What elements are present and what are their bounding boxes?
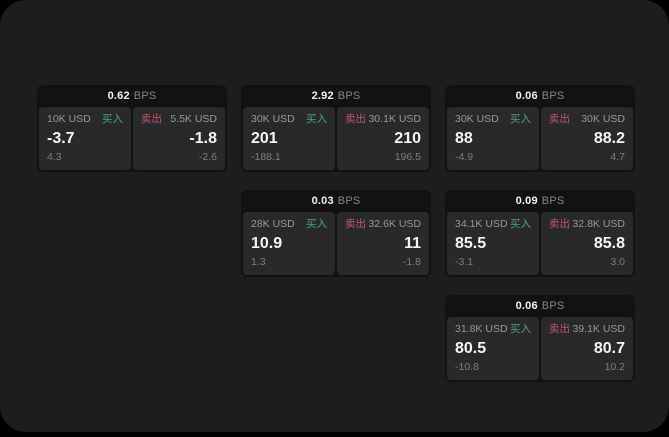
sell-change: 196.5 — [394, 151, 421, 163]
sell-amount: 30.1K USD — [368, 113, 421, 125]
bps-unit: BPS — [337, 195, 361, 207]
buy-label: 买入 — [510, 113, 531, 125]
sell-change: 10.2 — [604, 361, 625, 373]
sell-change: -1.8 — [402, 256, 421, 268]
sell-panel[interactable]: 卖出 39.1K USD 80.7 10.2 — [541, 317, 633, 380]
buy-label: 买入 — [306, 218, 327, 230]
sell-amount: 5.5K USD — [170, 113, 217, 125]
bps-unit: BPS — [337, 90, 361, 102]
sell-panel[interactable]: 卖出 5.5K USD -1.8 -2.6 — [133, 107, 225, 170]
sell-amount: 39.1K USD — [572, 323, 625, 335]
sell-label: 卖出 — [345, 218, 366, 230]
buy-price: 80.5 — [455, 340, 487, 357]
buy-change: -3.1 — [455, 256, 474, 268]
spread-card: 0.09 BPS 34.1K USD 买入 85.5 -3.1 卖出 32.8K… — [445, 190, 635, 277]
buy-price: 201 — [251, 130, 278, 147]
bps-header: 2.92 BPS — [241, 85, 431, 107]
sell-price: 11 — [404, 235, 421, 252]
buy-change: -4.9 — [455, 151, 474, 163]
buy-amount: 10K USD — [47, 113, 91, 125]
buy-label: 买入 — [306, 113, 327, 125]
sell-price: 210 — [394, 130, 421, 147]
buy-price: 88 — [455, 130, 473, 147]
sell-label: 卖出 — [345, 113, 366, 125]
spread-card: 0.06 BPS 31.8K USD 买入 80.5 -10.8 卖出 39.1… — [445, 295, 635, 382]
buy-label: 买入 — [510, 218, 531, 230]
sell-price: 80.7 — [593, 340, 625, 357]
bps-header: 0.62 BPS — [37, 85, 227, 107]
spread-card: 0.03 BPS 28K USD 买入 10.9 1.3 卖出 32.6K US… — [241, 190, 431, 277]
sell-amount: 32.6K USD — [368, 218, 421, 230]
bps-unit: BPS — [541, 90, 565, 102]
buy-amount: 34.1K USD — [455, 218, 508, 230]
buy-change: -188.1 — [251, 151, 281, 163]
buy-panel[interactable]: 30K USD 买入 201 -188.1 — [243, 107, 335, 170]
buy-panel[interactable]: 34.1K USD 买入 85.5 -3.1 — [447, 212, 539, 275]
buy-label: 买入 — [102, 113, 123, 125]
spread-card: 2.92 BPS 30K USD 买入 201 -188.1 卖出 30.1K … — [241, 85, 431, 172]
bps-value: 0.06 — [515, 300, 538, 312]
buy-amount: 28K USD — [251, 218, 295, 230]
buy-amount: 30K USD — [251, 113, 295, 125]
sell-panel[interactable]: 卖出 32.8K USD 85.8 3.0 — [541, 212, 633, 275]
bps-header: 0.03 BPS — [241, 190, 431, 212]
bps-unit: BPS — [541, 300, 565, 312]
buy-panel[interactable]: 28K USD 买入 10.9 1.3 — [243, 212, 335, 275]
spread-card: 0.06 BPS 30K USD 买入 88 -4.9 卖出 30K USD 8… — [445, 85, 635, 172]
sell-change: 3.0 — [610, 256, 625, 268]
bps-unit: BPS — [133, 90, 157, 102]
sell-label: 卖出 — [549, 323, 570, 335]
sell-price: -1.8 — [189, 130, 217, 147]
buy-panel[interactable]: 31.8K USD 买入 80.5 -10.8 — [447, 317, 539, 380]
buy-amount: 31.8K USD — [455, 323, 508, 335]
bps-header: 0.06 BPS — [445, 295, 635, 317]
buy-change: 4.3 — [47, 151, 62, 163]
bps-header: 0.06 BPS — [445, 85, 635, 107]
bps-value: 0.06 — [515, 90, 538, 102]
sell-amount: 30K USD — [581, 113, 625, 125]
sell-label: 卖出 — [549, 218, 570, 230]
sell-label: 卖出 — [141, 113, 162, 125]
sell-panel[interactable]: 卖出 30K USD 88.2 4.7 — [541, 107, 633, 170]
buy-panel[interactable]: 10K USD 买入 -3.7 4.3 — [39, 107, 131, 170]
sell-change: -2.6 — [198, 151, 217, 163]
buy-change: 1.3 — [251, 256, 266, 268]
sell-label: 卖出 — [549, 113, 570, 125]
sell-price: 85.8 — [593, 235, 625, 252]
buy-price: 85.5 — [455, 235, 487, 252]
bps-unit: BPS — [541, 195, 565, 207]
buy-amount: 30K USD — [455, 113, 499, 125]
bps-value: 0.09 — [515, 195, 538, 207]
sell-price: 88.2 — [593, 130, 625, 147]
bps-value: 2.92 — [311, 90, 334, 102]
buy-panel[interactable]: 30K USD 买入 88 -4.9 — [447, 107, 539, 170]
bps-header: 0.09 BPS — [445, 190, 635, 212]
bps-value: 0.03 — [311, 195, 334, 207]
sell-change: 4.7 — [610, 151, 625, 163]
sell-panel[interactable]: 卖出 30.1K USD 210 196.5 — [337, 107, 429, 170]
sell-panel[interactable]: 卖出 32.6K USD 11 -1.8 — [337, 212, 429, 275]
buy-price: 10.9 — [251, 235, 283, 252]
buy-price: -3.7 — [47, 130, 75, 147]
bps-value: 0.62 — [107, 90, 130, 102]
buy-label: 买入 — [510, 323, 531, 335]
buy-change: -10.8 — [455, 361, 479, 373]
sell-amount: 32.8K USD — [572, 218, 625, 230]
spread-card: 0.62 BPS 10K USD 买入 -3.7 4.3 卖出 5.5K USD… — [37, 85, 227, 172]
